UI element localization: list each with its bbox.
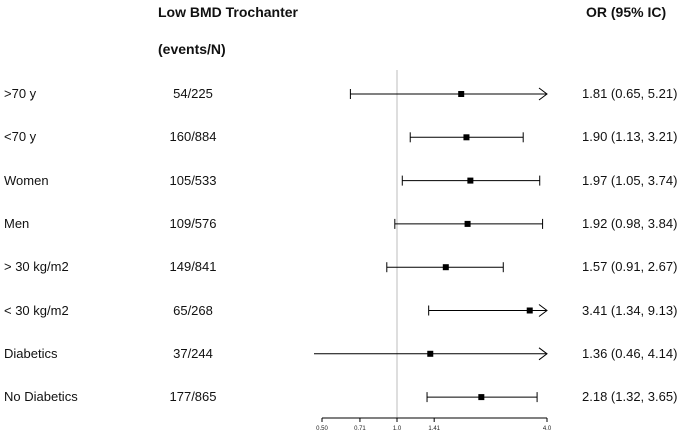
point-estimate (458, 91, 465, 97)
x-tick-label: 1.41 (428, 426, 440, 432)
point-estimate (463, 134, 470, 141)
events-header: (events/N) (158, 41, 226, 57)
point-estimate (467, 177, 474, 184)
x-tick-label: 4.0 (543, 426, 552, 432)
x-tick-label: 1.0 (393, 426, 402, 432)
row-label: <70 y (4, 129, 37, 145)
row-events: 177/865 (169, 389, 217, 405)
row-or-ci: 1.36 (0.46, 4.14) (582, 345, 678, 361)
point-estimate (478, 394, 485, 401)
row-events: 37/244 (173, 345, 213, 361)
x-tick-label: 0.71 (354, 426, 366, 432)
x-tick-label: 0.50 (316, 426, 328, 432)
row-label: Diabetics (4, 345, 58, 361)
row-label: No Diabetics (4, 389, 78, 405)
row-events: 54/225 (173, 86, 213, 101)
row-or-ci: 1.92 (0.98, 3.84) (582, 215, 678, 231)
point-estimate (526, 307, 533, 314)
point-estimate (442, 264, 449, 271)
row-label: > 30 kg/m2 (4, 259, 69, 275)
ci-arrow (538, 347, 548, 361)
row-events: 160/884 (169, 129, 217, 145)
chart-title: Low BMD Trochanter (158, 4, 299, 20)
row-events: 109/576 (169, 215, 217, 231)
row-or-ci: 1.90 (1.13, 3.21) (582, 129, 678, 145)
or-header: OR (95% IC) (586, 4, 667, 20)
row-label: >70 y (4, 86, 37, 101)
point-estimate (464, 220, 471, 227)
row-label: Women (4, 172, 49, 188)
point-estimate (427, 350, 434, 357)
row-or-ci: 3.41 (1.34, 9.13) (582, 302, 678, 318)
row-label: Men (4, 215, 30, 231)
ci-arrow (538, 304, 548, 317)
row-or-ci: 1.57 (0.91, 2.67) (582, 259, 678, 275)
row-events: 149/841 (169, 259, 217, 275)
row-events: 105/533 (169, 172, 217, 188)
row-label: < 30 kg/m2 (4, 302, 69, 318)
row-or-ci: 2.18 (1.32, 3.65) (582, 389, 678, 405)
row-or-ci: 1.97 (1.05, 3.74) (582, 172, 678, 188)
row-or-ci: 1.81 (0.65, 5.21) (582, 86, 678, 101)
row-events: 65/268 (173, 302, 213, 318)
ci-arrow (538, 87, 548, 101)
